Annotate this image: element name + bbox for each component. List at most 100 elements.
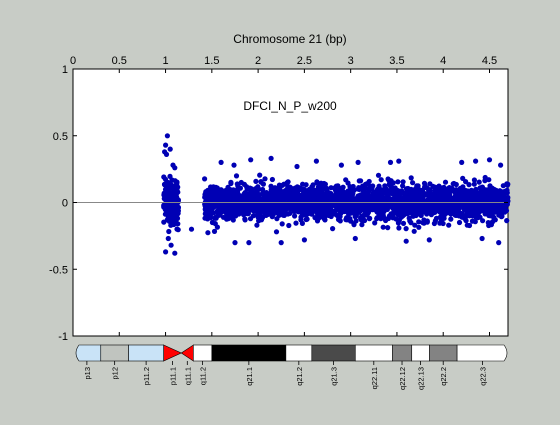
data-point xyxy=(432,218,438,224)
data-point xyxy=(366,178,372,185)
data-point xyxy=(413,188,419,194)
data-point xyxy=(498,162,504,168)
data-point xyxy=(309,204,315,210)
data-point xyxy=(168,242,174,248)
data-point xyxy=(335,216,342,223)
data-point xyxy=(225,216,231,222)
ideogram-band xyxy=(411,344,430,362)
x-tick-label: 4.5 xyxy=(482,55,497,67)
data-point xyxy=(248,157,254,163)
data-point xyxy=(400,220,407,226)
data-point xyxy=(482,189,488,195)
data-point xyxy=(280,207,287,213)
sample-annotation: DFCI_N_P_w200 xyxy=(243,99,337,113)
data-point xyxy=(446,222,452,228)
data-point xyxy=(357,192,363,198)
ideogram-band-label: p12 xyxy=(111,367,120,380)
data-point xyxy=(424,218,430,224)
data-point xyxy=(217,210,223,216)
data-point xyxy=(356,178,362,184)
ideogram-band xyxy=(128,344,165,362)
data-point xyxy=(497,191,503,197)
data-point xyxy=(343,193,349,199)
data-point xyxy=(285,179,291,185)
data-point xyxy=(418,212,424,218)
data-point xyxy=(471,177,477,183)
data-point xyxy=(410,180,416,186)
data-point xyxy=(403,226,409,232)
data-point xyxy=(233,213,239,219)
data-point xyxy=(296,192,302,198)
data-point xyxy=(172,165,178,171)
data-point xyxy=(378,177,384,183)
data-point xyxy=(219,188,225,194)
ideogram-band-label: q22.2 xyxy=(439,367,448,386)
ideogram-band-label: q21.1 xyxy=(245,367,254,386)
data-point xyxy=(213,215,219,221)
ideogram-band xyxy=(354,344,393,362)
data-point xyxy=(469,188,475,194)
data-point xyxy=(170,218,176,224)
data-point xyxy=(205,187,211,193)
data-point xyxy=(244,211,250,217)
data-point xyxy=(313,158,319,164)
data-point xyxy=(367,215,373,221)
data-point xyxy=(242,216,248,222)
data-point xyxy=(377,192,383,198)
data-point xyxy=(455,202,461,209)
data-point xyxy=(206,193,212,199)
data-point xyxy=(499,196,505,202)
data-point xyxy=(231,162,237,168)
data-point xyxy=(330,226,336,232)
data-point xyxy=(251,192,258,198)
data-point xyxy=(347,209,353,216)
data-point xyxy=(293,220,299,226)
data-point xyxy=(268,183,274,189)
data-point xyxy=(255,184,261,190)
data-point xyxy=(448,216,454,222)
data-point xyxy=(486,212,492,219)
data-point xyxy=(505,181,511,187)
data-point xyxy=(437,220,443,226)
data-point xyxy=(289,186,295,192)
data-point xyxy=(492,195,499,201)
data-point xyxy=(448,211,454,217)
data-point xyxy=(167,173,173,179)
data-point xyxy=(400,210,407,216)
data-point xyxy=(210,189,216,195)
data-point xyxy=(395,220,401,226)
data-point xyxy=(433,206,439,212)
data-point xyxy=(471,207,477,214)
x-axis-ticks: 0 0.5 1 1.5 2 2.5 3 3.5 4 4.5 xyxy=(70,55,497,336)
data-point xyxy=(301,206,308,212)
data-point xyxy=(255,211,261,217)
data-point xyxy=(296,209,302,215)
data-point xyxy=(301,212,307,218)
data-point xyxy=(232,240,238,246)
data-point xyxy=(396,225,402,231)
data-point xyxy=(464,222,470,228)
data-point xyxy=(168,204,174,210)
data-point xyxy=(247,216,254,222)
data-point xyxy=(289,195,295,201)
data-point xyxy=(472,200,478,206)
data-point xyxy=(212,221,218,227)
data-point xyxy=(375,172,382,178)
ideogram-band xyxy=(100,344,129,362)
data-point xyxy=(343,217,349,223)
data-point xyxy=(385,215,392,222)
data-point xyxy=(395,188,401,194)
ideogram-band xyxy=(285,344,313,362)
data-point xyxy=(451,180,457,187)
data-point xyxy=(460,194,466,200)
data-point xyxy=(172,204,178,210)
data-point xyxy=(438,210,444,216)
data-point xyxy=(362,205,368,211)
data-point xyxy=(228,179,234,185)
data-point xyxy=(464,191,470,197)
data-point xyxy=(349,188,355,194)
x-tick-label: 0.5 xyxy=(112,55,127,67)
data-point xyxy=(241,181,247,187)
data-point xyxy=(478,208,484,214)
data-point xyxy=(163,196,169,202)
